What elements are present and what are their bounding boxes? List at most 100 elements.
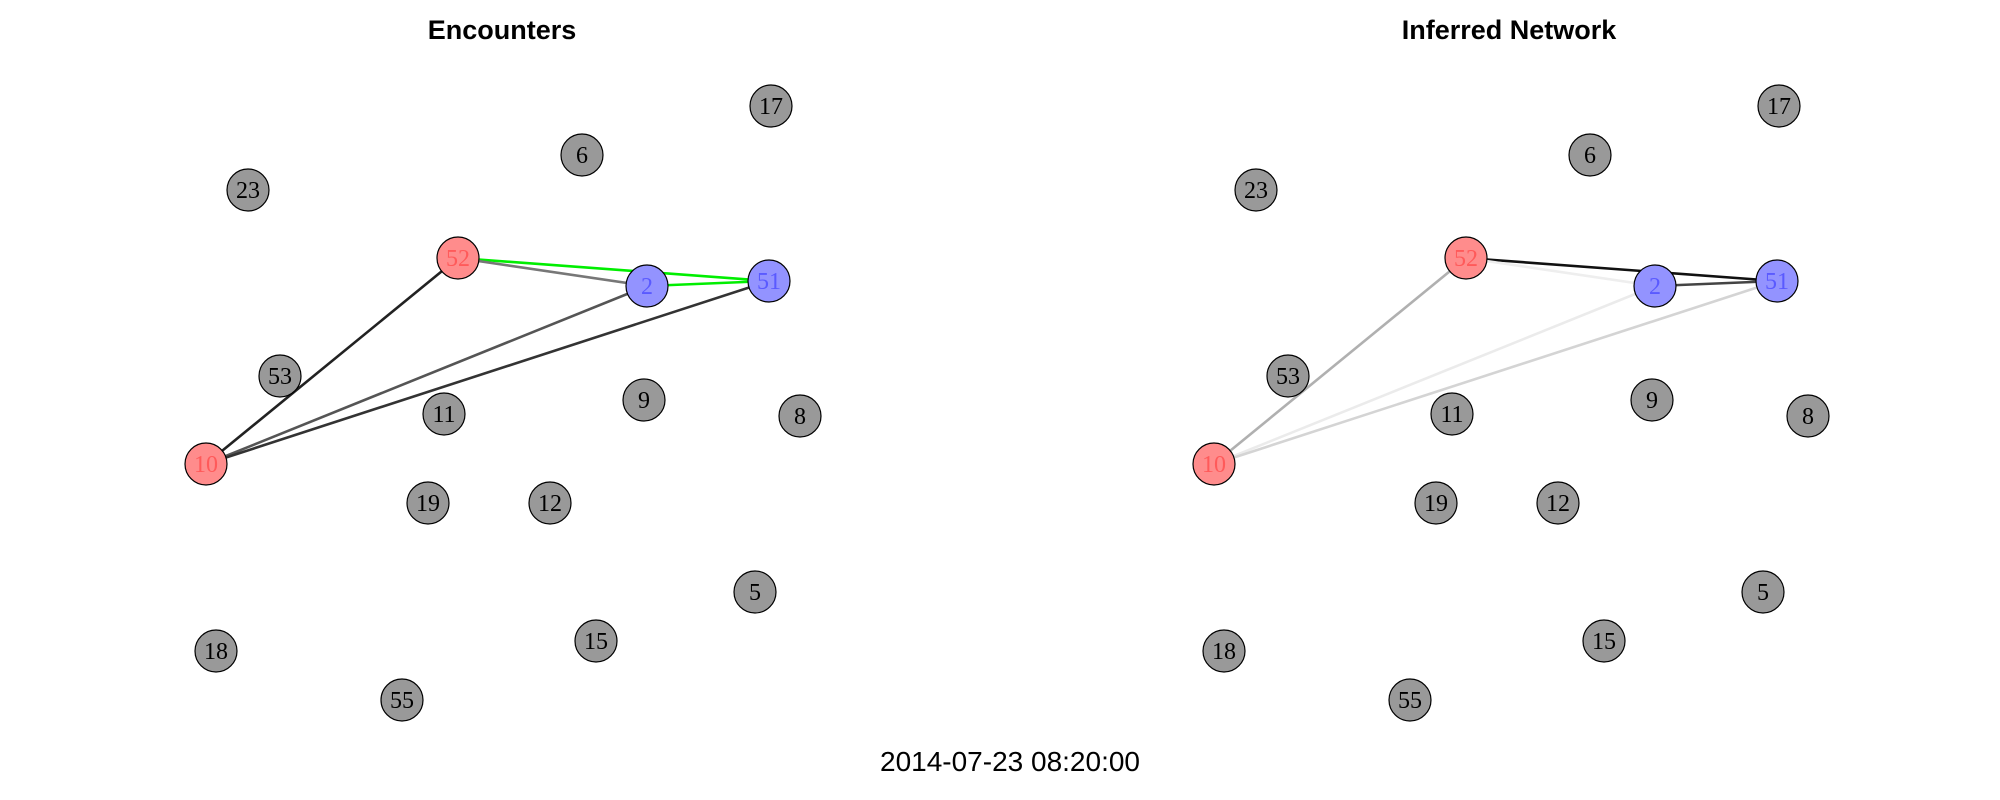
node-12: 12 — [1536, 481, 1580, 525]
node-10: 10 — [1192, 442, 1236, 486]
node-5: 5 — [1741, 570, 1785, 614]
edge-52-2 — [457, 256, 648, 288]
node-label: 55 — [1398, 688, 1422, 714]
node-circle — [1536, 481, 1580, 525]
node-label: 2 — [1649, 274, 1661, 300]
node-circle — [1786, 394, 1830, 438]
node-6: 6 — [1568, 133, 1612, 177]
node-circle — [1630, 378, 1674, 422]
node-55: 55 — [380, 678, 424, 722]
node-circle — [528, 481, 572, 525]
node-label: 5 — [749, 580, 761, 606]
encounters-panel: Encounters 17 6 23 52 2 51 53 9 8 11 10 19 12 5 15 18 55 — [184, 15, 822, 722]
node-label: 11 — [432, 402, 455, 428]
node-label: 17 — [1767, 94, 1791, 120]
node-label: 10 — [1202, 452, 1226, 478]
node-12: 12 — [528, 481, 572, 525]
node-17: 17 — [1757, 84, 1801, 128]
node-8: 8 — [1786, 394, 1830, 438]
node-circle — [380, 678, 424, 722]
node-52: 52 — [1444, 236, 1488, 280]
node-circle — [1192, 442, 1236, 486]
edge-10-2 — [205, 284, 648, 466]
node-label: 6 — [1584, 143, 1596, 169]
node-label: 15 — [1592, 629, 1616, 655]
node-circle — [1633, 264, 1677, 308]
node-circle — [574, 619, 618, 663]
edge-10-52 — [205, 256, 459, 466]
node-label: 8 — [794, 404, 806, 430]
node-11: 11 — [422, 392, 466, 436]
node-label: 11 — [1440, 402, 1463, 428]
node-51: 51 — [1755, 259, 1799, 303]
node-circle — [622, 378, 666, 422]
node-label: 52 — [1454, 246, 1478, 272]
inferred-network-nodes: 17 6 23 52 2 51 53 9 8 11 10 19 12 5 15 18 55 — [1192, 84, 1830, 722]
node-label: 15 — [584, 629, 608, 655]
node-2: 2 — [1633, 264, 1677, 308]
node-23: 23 — [226, 168, 270, 212]
edge-52-51 — [1465, 256, 1778, 283]
node-11: 11 — [1430, 392, 1474, 436]
node-circle — [1266, 354, 1310, 398]
node-15: 15 — [1582, 619, 1626, 663]
node-17: 17 — [749, 84, 793, 128]
node-circle — [1388, 678, 1432, 722]
node-circle — [422, 392, 466, 436]
node-label: 8 — [1802, 404, 1814, 430]
edge-10-2 — [1213, 284, 1656, 466]
inferred-network-title: Inferred Network — [1402, 15, 1618, 45]
node-51: 51 — [747, 259, 791, 303]
node-label: 17 — [759, 94, 783, 120]
node-circle — [184, 442, 228, 486]
node-label: 9 — [1646, 388, 1658, 414]
node-label: 12 — [1546, 491, 1570, 517]
node-circle — [1414, 481, 1458, 525]
node-label: 9 — [638, 388, 650, 414]
node-circle — [747, 259, 791, 303]
node-circle — [406, 481, 450, 525]
node-label: 23 — [1244, 178, 1268, 204]
node-label: 52 — [446, 246, 470, 272]
node-circle — [1741, 570, 1785, 614]
encounters-nodes: 17 6 23 52 2 51 53 9 8 11 10 19 12 5 15 18 55 — [184, 84, 822, 722]
node-label: 55 — [390, 688, 414, 714]
node-label: 53 — [268, 364, 292, 390]
node-6: 6 — [560, 133, 604, 177]
encounters-title: Encounters — [428, 15, 577, 45]
node-label: 51 — [1765, 269, 1789, 295]
node-label: 51 — [757, 269, 781, 295]
node-label: 19 — [416, 491, 440, 517]
node-8: 8 — [778, 394, 822, 438]
node-53: 53 — [258, 354, 302, 398]
node-circle — [749, 84, 793, 128]
node-label: 18 — [204, 639, 228, 665]
node-18: 18 — [1202, 629, 1246, 673]
node-circle — [226, 168, 270, 212]
node-label: 23 — [236, 178, 260, 204]
timestamp-label: 2014-07-23 08:20:00 — [880, 746, 1140, 777]
node-19: 19 — [406, 481, 450, 525]
node-23: 23 — [1234, 168, 1278, 212]
node-circle — [1755, 259, 1799, 303]
node-label: 6 — [576, 143, 588, 169]
node-label: 2 — [641, 274, 653, 300]
node-label: 19 — [1424, 491, 1448, 517]
node-5: 5 — [733, 570, 777, 614]
node-2: 2 — [625, 264, 669, 308]
node-label: 18 — [1212, 639, 1236, 665]
node-circle — [258, 354, 302, 398]
node-label: 5 — [1757, 580, 1769, 606]
node-label: 10 — [194, 452, 218, 478]
node-circle — [733, 570, 777, 614]
node-circle — [194, 629, 238, 673]
edge-10-51 — [205, 279, 770, 466]
node-10: 10 — [184, 442, 228, 486]
node-circle — [1582, 619, 1626, 663]
node-circle — [1568, 133, 1612, 177]
node-18: 18 — [194, 629, 238, 673]
inferred-network-panel: Inferred Network 17 6 23 52 2 51 53 9 8 11 10 19 12 5… — [1192, 15, 1830, 722]
node-circle — [625, 264, 669, 308]
edge-10-51 — [1213, 279, 1778, 466]
